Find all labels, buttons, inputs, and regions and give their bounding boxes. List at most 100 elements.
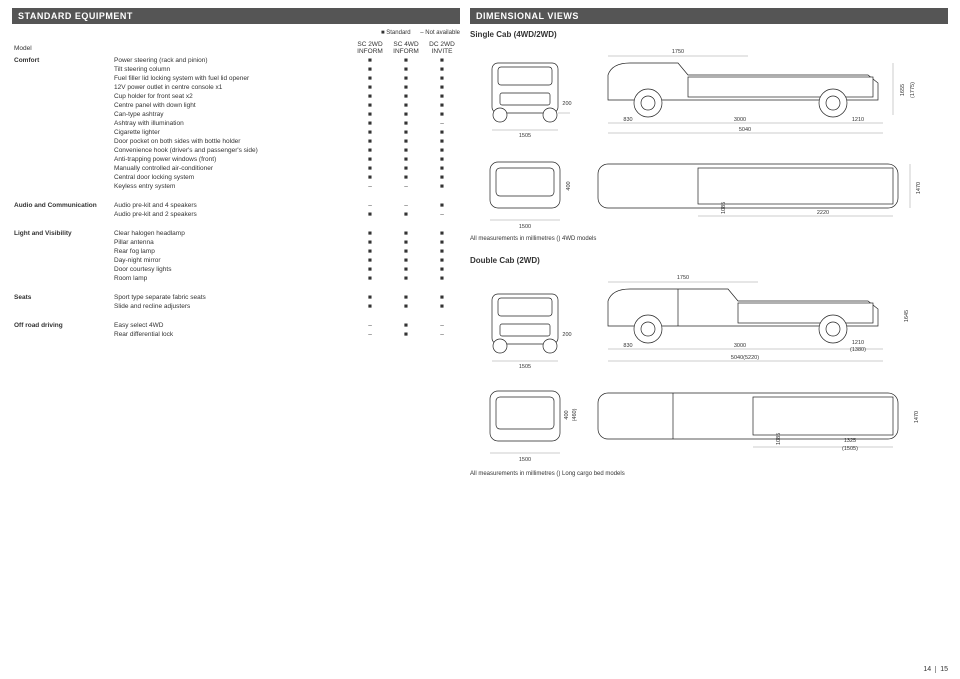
availability-mark: ■ xyxy=(388,119,424,128)
table-row: Room lamp■■■ xyxy=(12,274,460,283)
availability-mark: ■ xyxy=(388,128,424,137)
feature-label: Door courtesy lights xyxy=(112,265,352,274)
col-0: SC 2WD INFORM xyxy=(352,40,388,56)
svg-text:1500: 1500 xyxy=(519,224,531,230)
availability-mark: ■ xyxy=(388,293,424,302)
category-label xyxy=(12,173,112,182)
availability-mark: ■ xyxy=(352,128,388,137)
availability-mark: ■ xyxy=(352,229,388,238)
feature-label: Tilt steering column xyxy=(112,65,352,74)
equipment-table: Model SC 2WD INFORM SC 4WD INFORM DC 2WD… xyxy=(12,40,460,339)
category-label: Light and Visibility xyxy=(12,229,112,238)
category-label xyxy=(12,302,112,311)
availability-mark: ■ xyxy=(388,110,424,119)
availability-mark: ■ xyxy=(352,247,388,256)
single-note: All measurements in millimetres () 4WD m… xyxy=(470,236,948,242)
svg-text:1750: 1750 xyxy=(672,49,684,55)
availability-mark: ■ xyxy=(352,65,388,74)
dimensional-panel: DIMENSIONAL VIEWS Single Cab (4WD/2WD) 1… xyxy=(470,0,960,679)
svg-text:(1505): (1505) xyxy=(842,446,858,452)
feature-label: Keyless entry system xyxy=(112,182,352,191)
svg-text:1470: 1470 xyxy=(916,182,922,194)
feature-label: Slide and recline adjusters xyxy=(112,302,352,311)
availability-mark: ■ xyxy=(424,65,460,74)
feature-label: Can-type ashtray xyxy=(112,110,352,119)
availability-mark: ■ xyxy=(388,229,424,238)
svg-text:2220: 2220 xyxy=(817,210,829,216)
table-row: Audio and CommunicationAudio pre-kit and… xyxy=(12,201,460,210)
sc-side-view: 1750 830 3000 1210 5040 1655 ( xyxy=(588,45,928,140)
category-label xyxy=(12,247,112,256)
dimensional-title: DIMENSIONAL VIEWS xyxy=(470,8,948,24)
availability-mark: ■ xyxy=(388,155,424,164)
svg-text:1210: 1210 xyxy=(852,117,864,123)
availability-mark: ■ xyxy=(388,164,424,173)
availability-mark: ■ xyxy=(352,110,388,119)
header-model: Model xyxy=(12,40,112,56)
feature-label: Rear fog lamp xyxy=(112,247,352,256)
sc-front-view: 1505 200 xyxy=(470,45,580,140)
svg-text:1325: 1325 xyxy=(844,438,856,444)
svg-text:830: 830 xyxy=(623,117,632,123)
availability-mark: ■ xyxy=(352,101,388,110)
feature-label: Fuel filler lid locking system with fuel… xyxy=(112,74,352,83)
availability-mark: ■ xyxy=(388,302,424,311)
availability-mark: ■ xyxy=(424,302,460,311)
feature-label: Easy select 4WD xyxy=(112,321,352,330)
availability-mark: ■ xyxy=(424,173,460,182)
availability-mark: ■ xyxy=(424,146,460,155)
category-label xyxy=(12,74,112,83)
sc-top-plan: 1085 2220 1470 xyxy=(588,154,928,232)
double-cab-row2: 1500 400 (460) 1085 1325 (1505) 1470 All… xyxy=(470,385,948,477)
table-row: Can-type ashtray■■■ xyxy=(12,110,460,119)
availability-mark: – xyxy=(352,201,388,210)
availability-mark: ■ xyxy=(388,238,424,247)
category-label xyxy=(12,83,112,92)
svg-text:200: 200 xyxy=(562,101,571,107)
dc-top-front: 1500 400 (460) xyxy=(470,385,580,467)
availability-mark: ■ xyxy=(352,293,388,302)
double-cab-heading: Double Cab (2WD) xyxy=(470,256,948,265)
availability-mark: ■ xyxy=(424,164,460,173)
table-row: SeatsSport type separate fabric seats■■■ xyxy=(12,293,460,302)
availability-mark: ■ xyxy=(388,146,424,155)
table-row: Off road drivingEasy select 4WD–■– xyxy=(12,321,460,330)
availability-mark: ■ xyxy=(424,238,460,247)
availability-mark: ■ xyxy=(352,146,388,155)
availability-mark: ■ xyxy=(388,56,424,65)
availability-mark: – xyxy=(424,210,460,219)
svg-text:1645: 1645 xyxy=(904,310,910,322)
availability-mark: ■ xyxy=(352,274,388,283)
svg-text:3000: 3000 xyxy=(734,343,746,349)
availability-mark: ■ xyxy=(352,56,388,65)
feature-label: Central door locking system xyxy=(112,173,352,182)
feature-label: Audio pre-kit and 2 speakers xyxy=(112,210,352,219)
category-label: Audio and Communication xyxy=(12,201,112,210)
svg-text:(460): (460) xyxy=(572,408,578,421)
category-label xyxy=(12,137,112,146)
table-row: Cup holder for front seat x2■■■ xyxy=(12,92,460,101)
category-label xyxy=(12,92,112,101)
availability-mark: ■ xyxy=(352,238,388,247)
feature-label: Cigarette lighter xyxy=(112,128,352,137)
svg-text:3000: 3000 xyxy=(734,117,746,123)
table-row: ComfortPower steering (rack and pinion)■… xyxy=(12,56,460,65)
availability-mark: ■ xyxy=(352,155,388,164)
availability-mark: ■ xyxy=(424,56,460,65)
feature-label: Audio pre-kit and 4 speakers xyxy=(112,201,352,210)
feature-label: Room lamp xyxy=(112,274,352,283)
category-label xyxy=(12,128,112,137)
dc-top-plan: 1085 1325 (1505) 1470 xyxy=(588,385,928,467)
table-row: Central door locking system■■■ xyxy=(12,173,460,182)
table-row: Rear fog lamp■■■ xyxy=(12,247,460,256)
availability-mark: ■ xyxy=(424,137,460,146)
svg-text:200: 200 xyxy=(562,332,571,338)
availability-mark: ■ xyxy=(424,92,460,101)
svg-text:1505: 1505 xyxy=(519,133,531,139)
svg-text:1210: 1210 xyxy=(852,340,864,346)
svg-text:1085: 1085 xyxy=(776,433,782,445)
table-row: Slide and recline adjusters■■■ xyxy=(12,302,460,311)
equipment-panel: STANDARD EQUIPMENT ■ Standard – Not avai… xyxy=(0,0,470,679)
availability-mark: ■ xyxy=(352,173,388,182)
category-label: Off road driving xyxy=(12,321,112,330)
